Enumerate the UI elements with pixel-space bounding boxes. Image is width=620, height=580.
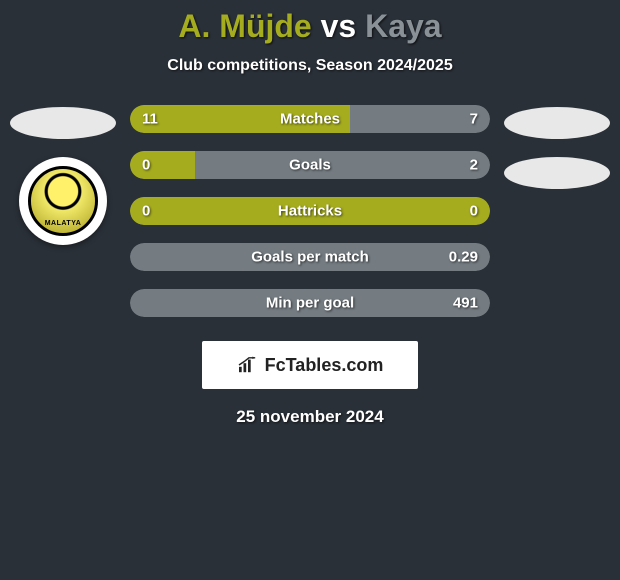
stat-value-right: 0.29 xyxy=(449,249,478,266)
stat-value-left: 0 xyxy=(142,203,150,220)
stat-label: Goals per match xyxy=(251,249,369,266)
title-vs: vs xyxy=(321,8,357,44)
club-badge-icon: MALATYA xyxy=(28,166,98,236)
right-side-column xyxy=(502,105,612,207)
stat-value-right: 2 xyxy=(470,157,478,174)
source-logo: FcTables.com xyxy=(202,341,418,389)
stat-label: Hattricks xyxy=(278,203,342,220)
player1-placeholder-ellipse xyxy=(10,107,116,139)
snapshot-date: 25 november 2024 xyxy=(236,407,383,427)
bar-chart-icon xyxy=(237,356,259,374)
stat-value-right: 491 xyxy=(453,295,478,312)
stat-label: Min per goal xyxy=(266,295,354,312)
stat-label: Goals xyxy=(289,157,331,174)
stat-label: Matches xyxy=(280,111,340,128)
stats-area: MALATYA 11 7 Matches 0 2 Goals 0 0 Hattricks 0.29… xyxy=(0,105,620,317)
comparison-card: A. Müjde vs Kaya Club competitions, Seas… xyxy=(0,0,620,427)
stat-bar: 491 Min per goal xyxy=(130,289,490,317)
stat-bar: 0.29 Goals per match xyxy=(130,243,490,271)
stat-bars: 11 7 Matches 0 2 Goals 0 0 Hattricks 0.29 Goals pe… xyxy=(130,105,490,317)
stat-value-left: 0 xyxy=(142,157,150,174)
player1-club-badge: MALATYA xyxy=(19,157,107,245)
title-player2: Kaya xyxy=(365,8,442,44)
player2-placeholder-ellipse-1 xyxy=(504,107,610,139)
stat-bar: 11 7 Matches xyxy=(130,105,490,133)
player2-placeholder-ellipse-2 xyxy=(504,157,610,189)
source-logo-text: FcTables.com xyxy=(265,355,384,376)
stat-bar: 0 2 Goals xyxy=(130,151,490,179)
left-side-column: MALATYA xyxy=(8,105,118,245)
stat-bar: 0 0 Hattricks xyxy=(130,197,490,225)
stat-value-right: 0 xyxy=(470,203,478,220)
subtitle: Club competitions, Season 2024/2025 xyxy=(167,57,452,75)
bar-fill-left xyxy=(130,151,195,179)
club-badge-label: MALATYA xyxy=(45,220,82,227)
stat-value-left: 11 xyxy=(142,111,158,128)
stat-value-right: 7 xyxy=(470,111,478,128)
title-player1: A. Müjde xyxy=(178,8,311,44)
page-title: A. Müjde vs Kaya xyxy=(178,8,441,45)
